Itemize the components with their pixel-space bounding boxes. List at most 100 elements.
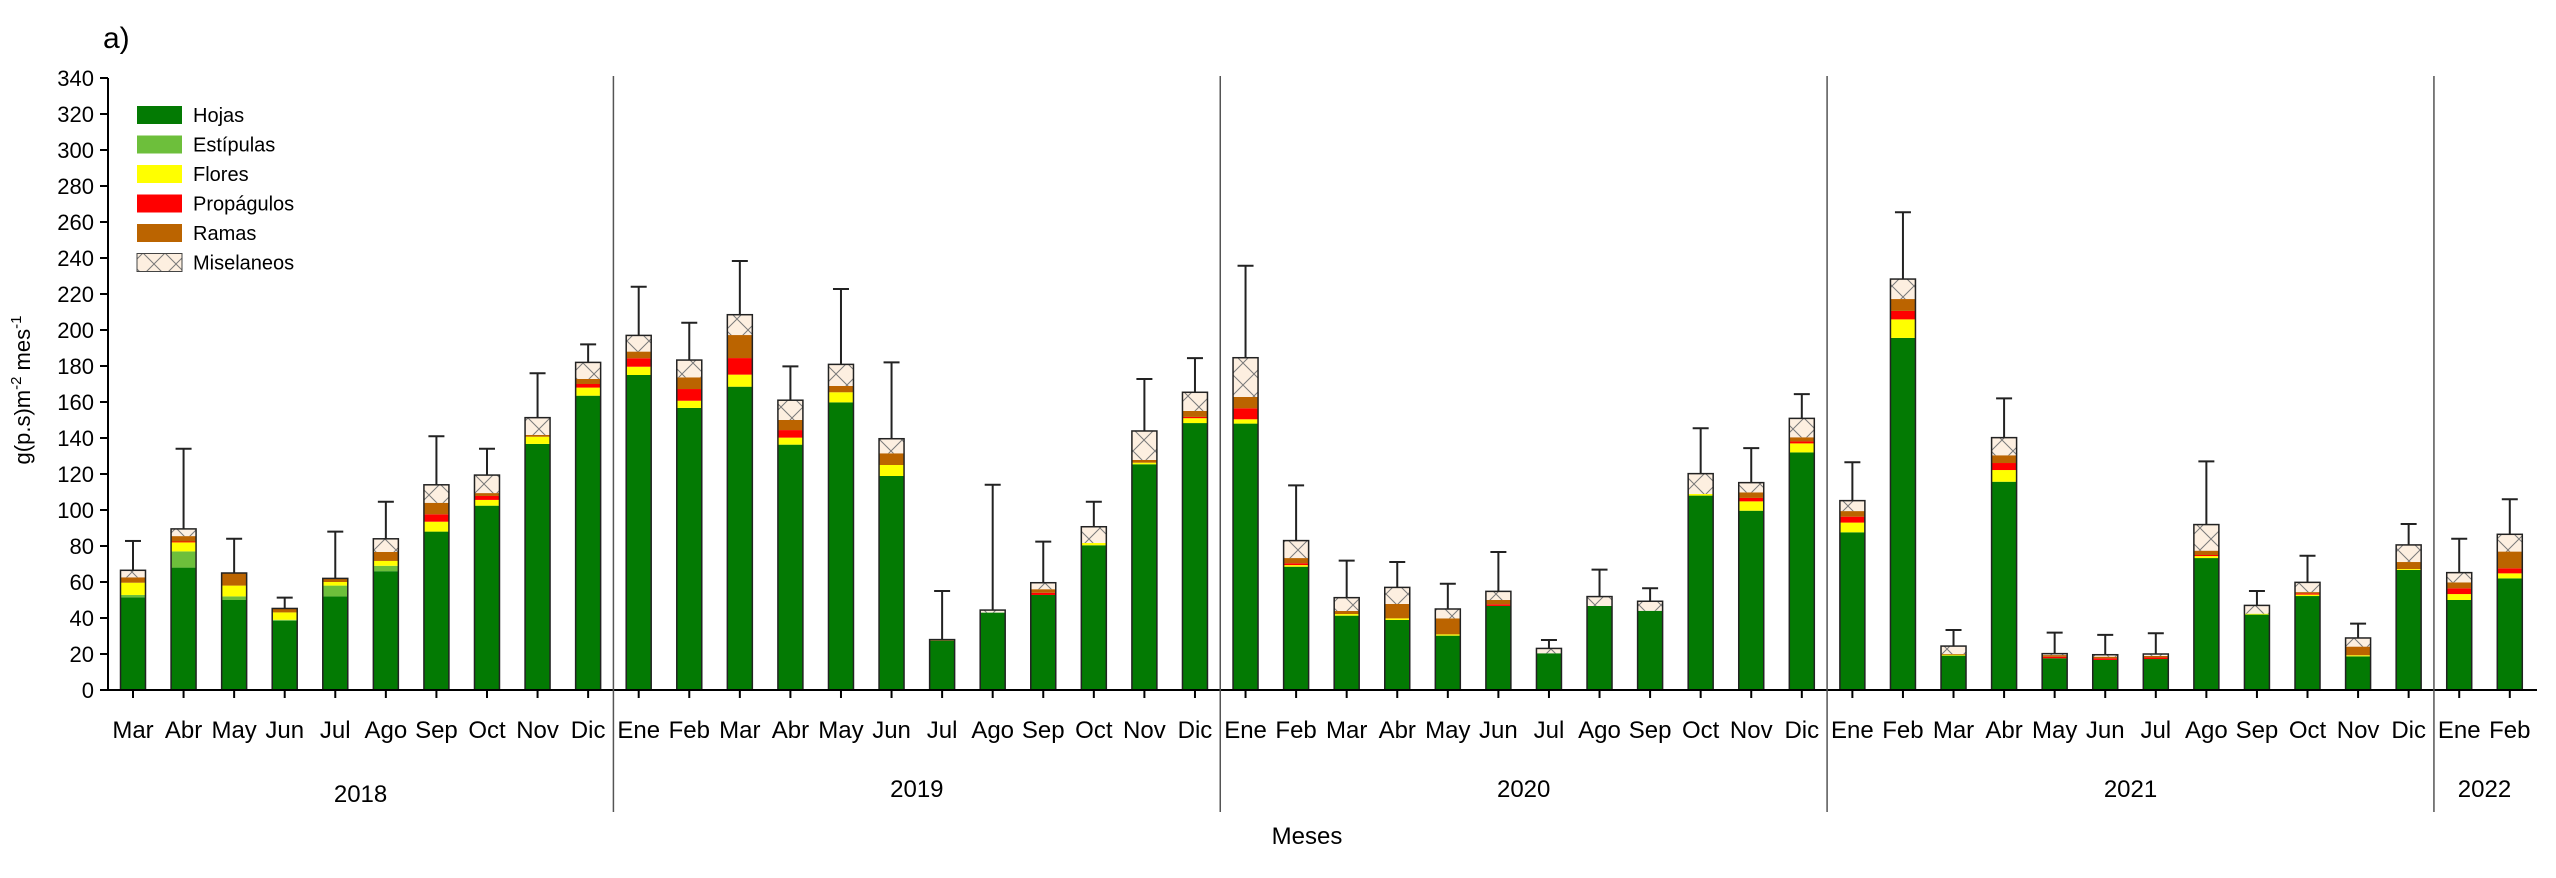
bar-segment-hojas [171,567,197,690]
bar-segment-hojas [2396,569,2422,690]
bar-segment-propágulos [2497,568,2523,574]
bar-stack [574,343,602,691]
bar-segment-miselaneos [575,362,601,379]
bar-segment-miselaneos [980,610,1006,613]
y-tick-label: 80 [70,534,94,559]
x-tick-label: Ene [1831,717,1874,744]
bar-segment-propágulos [777,430,803,438]
bar-stack [777,365,804,691]
bar-segment-propágulos [1738,497,1764,502]
bar-segment-miselaneos [1182,392,1208,411]
x-tick-label: May [211,717,256,744]
legend-swatch-ramas [137,224,182,242]
y-tick-label: 180 [57,354,94,379]
bar-stack [2445,537,2473,691]
bar-stack [2193,460,2220,691]
year-label: 2022 [2458,776,2511,803]
bar-segment-ramas [1334,610,1360,615]
bar-stack [1080,500,1108,691]
bar-stack [2496,498,2524,691]
bar-segment-ramas [2092,656,2118,659]
x-tick-label: Abr [165,717,202,744]
legend-swatch-hojas [137,106,182,124]
bar-segment-propágulos [2193,555,2219,557]
bar-segment-propágulos [2143,657,2169,660]
x-tick-label: May [2032,717,2077,744]
bar-segment-propágulos [575,384,601,388]
bar-segment-hojas [1941,655,1967,690]
bar-segment-flores [171,542,197,552]
x-tick-label: Ene [1224,717,1267,744]
bar-segment-ramas [1435,618,1461,635]
x-tick-label: Nov [516,717,559,744]
bar-segment-estípulas [171,551,197,568]
bar-segment-flores [777,437,803,445]
bar-stack [1788,393,1816,691]
bar-segment-flores [423,521,449,532]
bar-stack [2091,633,2119,691]
bar-segment-miselaneos [2193,524,2219,551]
bar-segment-ramas [1485,600,1511,605]
x-tick-label: Oct [468,717,506,744]
bar-stack [2243,590,2271,691]
x-tick-label: Dic [2391,717,2426,744]
bar-segment-propágulos [626,358,652,367]
bar-segment-miselaneos [879,438,905,454]
bar-segment-hojas [2497,578,2523,690]
bar-segment-miselaneos [676,360,702,378]
bar-segment-hojas [626,375,652,690]
bar-stack [1384,561,1411,691]
x-tick-label: Jun [872,717,911,744]
x-tick-label: Jun [1479,717,1518,744]
y-tick-label: 60 [70,570,94,595]
y-tick-label: 240 [57,246,94,271]
bar-segment-flores [2345,655,2371,657]
year-label: 2019 [890,776,943,803]
bar-stack [1485,550,1512,691]
bar-segment-miselaneos [1081,526,1107,543]
bar-segment-ramas [221,573,247,586]
x-tick-label: Mar [719,717,760,744]
year-label: 2018 [334,781,387,808]
x-tick-label: Feb [1882,717,1923,744]
bar-segment-flores [1435,634,1461,636]
bar-segment-ramas [1384,603,1410,619]
x-tick-label: Ago [971,717,1014,744]
bar-segment-propágulos [1233,408,1259,420]
bar-segment-ramas [1030,589,1056,593]
bar-segment-flores [879,465,905,476]
bar-segment-miselaneos [1233,357,1259,397]
bar-segment-hojas [2042,658,2068,690]
bar-segment-hojas [322,596,348,690]
bar-segment-hojas [272,620,298,690]
bar-segment-flores [221,585,247,597]
bar-segment-hojas [120,597,146,690]
bar-segment-ramas [322,578,348,582]
bar-segment-ramas [1991,455,2017,464]
bar-stack [1030,540,1057,691]
y-tick-label: 140 [57,426,94,451]
bar-stack [726,260,754,691]
bar-segment-miselaneos [777,400,803,420]
bar-segment-miselaneos [171,528,197,537]
x-tick-label: Oct [1075,717,1113,744]
bar-segment-flores [1384,618,1410,620]
legend-label: Hojas [193,105,244,127]
bar-segment-propágulos [1030,592,1056,595]
x-tick-label: Feb [1275,717,1316,744]
bars-group [119,211,2524,691]
bar-segment-hojas [1182,423,1208,690]
bar-segment-propágulos [2295,593,2321,595]
legend-label: Estípulas [193,135,275,157]
bar-segment-flores [727,374,753,387]
bar-segment-flores [1789,443,1815,453]
bar-segment-flores [2295,594,2321,597]
legend-label: Flores [193,164,249,186]
bar-segment-flores [272,612,298,620]
bar-stack [372,500,400,691]
bar-segment-ramas [2193,550,2219,555]
bar-stack [2294,554,2321,691]
y-axis-label: g(p.s)m-2 mes-1 [8,316,35,465]
bar-segment-ramas [676,377,702,390]
year-label: 2020 [1497,776,1550,803]
